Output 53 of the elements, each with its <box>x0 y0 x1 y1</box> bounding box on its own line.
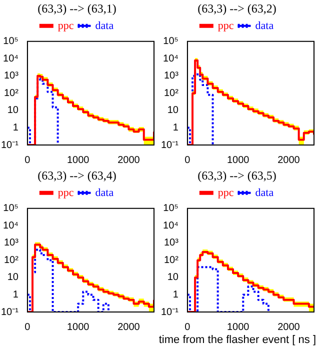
y-tick-label: 10⁵ <box>3 203 18 214</box>
y-tick-label: 1 <box>12 122 19 134</box>
x-tick-label: 2000 <box>118 154 140 166</box>
legend-label: data <box>255 186 274 199</box>
legend-label: ppc <box>58 20 74 32</box>
y-tick-label: 10³ <box>4 238 20 249</box>
y-tick-label: 10² <box>164 254 180 266</box>
chart-title: (63,3) --> (63,4) <box>38 168 116 182</box>
y-tick-label: 10⁻¹ <box>161 140 180 151</box>
y-tick-label: 10⁴ <box>163 220 178 232</box>
y-tick-label: 10⁴ <box>163 53 178 64</box>
x-tick-label: 2000 <box>278 322 300 333</box>
x-tick-label: 2000 <box>118 322 140 333</box>
y-tick-label: 10⁵ <box>163 203 178 214</box>
y-tick-label: 10⁻¹ <box>1 306 20 318</box>
y-tick-label: 10 <box>7 272 19 284</box>
chart-title: (63,3) --> (63,1) <box>38 1 116 16</box>
x-tick-label: 2000 <box>278 154 300 166</box>
y-tick-label: 1 <box>172 122 179 134</box>
x-tick-label: 0 <box>24 154 31 166</box>
x-tick-label: 1000 <box>66 154 90 166</box>
y-tick-label: 10 <box>7 105 19 116</box>
legend-label: ppc <box>218 20 234 32</box>
legend-label: ppc <box>218 186 234 199</box>
chart-title: (63,3) --> (63,2) <box>198 1 276 16</box>
y-tick-label: 10² <box>164 88 180 99</box>
y-tick-label: 10³ <box>164 238 180 249</box>
x-tick-label: 0 <box>184 322 191 333</box>
y-tick-label: 10⁻¹ <box>161 306 180 318</box>
x-tick-label: 1000 <box>226 322 250 333</box>
y-tick-label: 10⁴ <box>3 53 18 64</box>
x-tick-label: 1000 <box>66 322 90 333</box>
x-tick-label: 1000 <box>226 154 250 166</box>
y-tick-label: 10⁻¹ <box>1 140 20 151</box>
y-tick-label: 10² <box>4 88 20 99</box>
y-tick-label: 10² <box>4 254 20 266</box>
legend-label: data <box>95 20 114 32</box>
legend-label: data <box>95 186 114 199</box>
y-tick-label: 10 <box>167 105 179 116</box>
y-tick-label: 10³ <box>4 70 20 82</box>
x-tick-label: 0 <box>184 154 191 166</box>
y-tick-label: 10 <box>167 272 179 284</box>
chart-title: (63,3) --> (63,5) <box>198 168 276 182</box>
y-tick-label: 10³ <box>164 70 180 82</box>
x-axis-title: time from the flasher event [ ns ] <box>158 334 316 346</box>
y-tick-label: 10⁴ <box>3 220 18 232</box>
y-tick-label: 10⁵ <box>3 36 18 48</box>
legend-label: ppc <box>58 186 74 199</box>
y-tick-label: 10⁵ <box>163 36 178 48</box>
x-tick-label: 0 <box>24 322 31 333</box>
y-tick-label: 1 <box>172 289 179 300</box>
legend-label: data <box>255 20 274 32</box>
y-tick-label: 1 <box>12 289 19 300</box>
